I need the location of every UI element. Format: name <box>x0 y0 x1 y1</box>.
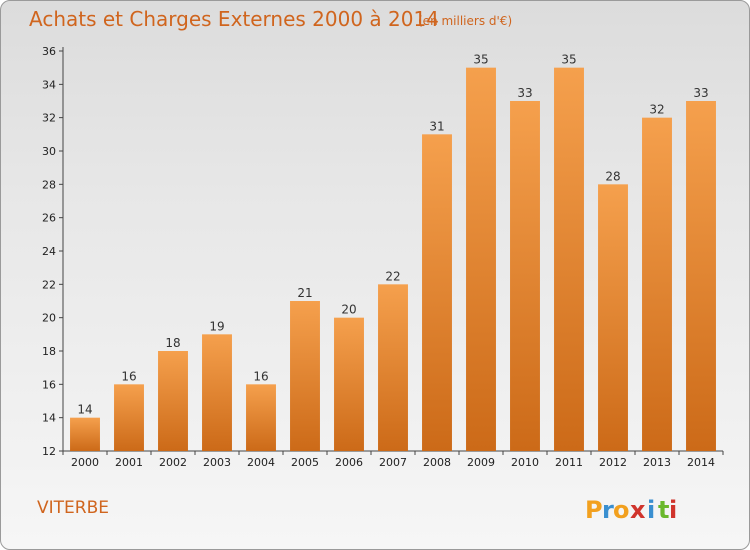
y-tick-label: 12 <box>42 445 56 458</box>
x-tick-label: 2006 <box>335 456 363 469</box>
bar-value-label: 33 <box>693 86 708 100</box>
y-tick-label: 36 <box>42 45 56 58</box>
bar <box>378 284 408 451</box>
bar-value-label: 32 <box>649 103 664 117</box>
logo-letter: t <box>658 496 669 524</box>
bar <box>554 67 584 452</box>
bar <box>422 134 452 452</box>
chart-subtitle: (en milliers d'€) <box>418 14 512 28</box>
y-tick-label: 16 <box>42 378 56 391</box>
bar-value-label: 35 <box>561 53 576 67</box>
logo-letter: x <box>630 496 646 524</box>
x-tick-label: 2014 <box>687 456 715 469</box>
bar <box>510 101 540 451</box>
x-tick-label: 2009 <box>467 456 495 469</box>
chart-title: Achats et Charges Externes 2000 à 2014 <box>29 7 439 31</box>
bar-value-label: 16 <box>253 369 268 383</box>
x-tick-label: 2001 <box>115 456 143 469</box>
value-labels: 14 16 18 19 16 21 20 22 31 35 33 35 28 32 33 <box>77 53 708 417</box>
y-tick-label: 24 <box>42 245 56 258</box>
bar <box>334 317 364 451</box>
bar-value-label: 21 <box>297 286 312 300</box>
y-tick-label: 30 <box>42 145 56 158</box>
bars <box>70 67 716 452</box>
x-tick-label: 2002 <box>159 456 187 469</box>
x-tick-label: 2010 <box>511 456 539 469</box>
x-tick-label: 2012 <box>599 456 627 469</box>
y-tick-label: 26 <box>42 212 56 225</box>
x-tick-label: 2011 <box>555 456 583 469</box>
y-tick-label: 14 <box>42 412 56 425</box>
bar-value-label: 20 <box>341 303 356 317</box>
logo-letter: o <box>613 496 630 524</box>
bar <box>598 184 628 452</box>
x-tick-label: 2008 <box>423 456 451 469</box>
y-tick-label: 18 <box>42 345 56 358</box>
y-tick-label: 32 <box>42 112 56 125</box>
bar <box>246 384 276 451</box>
logo-letter: i <box>647 496 655 524</box>
bar-value-label: 22 <box>385 269 400 283</box>
y-tick-label: 20 <box>42 312 56 325</box>
logo-letter: r <box>602 496 614 524</box>
y-tick-label: 28 <box>42 178 56 191</box>
bar <box>70 417 100 451</box>
axes: 12 14 16 18 20 22 24 26 28 30 32 34 36 2000 2001 2002 20… <box>42 45 724 469</box>
x-tick-label: 2003 <box>203 456 231 469</box>
x-tick-label: 2000 <box>71 456 99 469</box>
x-tick-label: 2005 <box>291 456 319 469</box>
bar-value-label: 19 <box>209 319 224 333</box>
x-tick-label: 2004 <box>247 456 275 469</box>
bar <box>466 67 496 452</box>
x-tick-label: 2013 <box>643 456 671 469</box>
bar <box>686 101 716 451</box>
bar-value-label: 33 <box>517 86 532 100</box>
bar <box>158 351 188 451</box>
logo-letter: i <box>669 496 677 524</box>
bar-value-label: 14 <box>77 403 92 417</box>
bar-value-label: 18 <box>165 336 180 350</box>
x-tick-label: 2007 <box>379 456 407 469</box>
commune-name: VITERBE <box>37 498 109 518</box>
logo-letter: P <box>585 496 603 524</box>
y-tick-label: 34 <box>42 78 56 91</box>
bar-value-label: 31 <box>429 119 444 133</box>
bar <box>114 384 144 451</box>
bar <box>642 117 672 452</box>
bar <box>290 301 320 451</box>
bar <box>202 334 232 451</box>
bar-value-label: 16 <box>121 369 136 383</box>
bar-value-label: 35 <box>473 53 488 67</box>
y-tick-label: 22 <box>42 278 56 291</box>
bar-value-label: 28 <box>605 169 620 183</box>
